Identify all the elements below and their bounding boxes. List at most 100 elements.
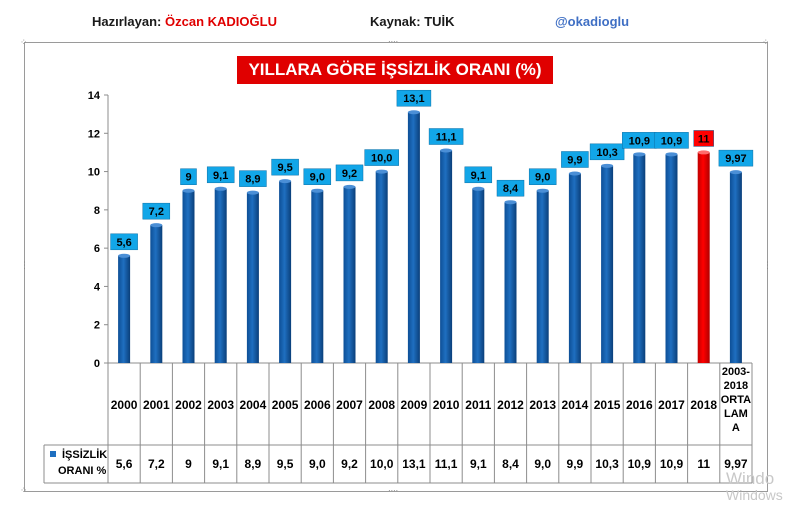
source: Kaynak: TUİK [370, 14, 455, 29]
bar [407, 112, 420, 363]
table-value: 7,2 [148, 457, 165, 471]
bar-top [440, 148, 453, 153]
bar-top [150, 223, 163, 228]
data-label-box [693, 130, 714, 147]
bar-top [311, 188, 324, 193]
bar [536, 190, 549, 363]
y-tick-label: 10 [88, 167, 100, 179]
resize-handle-bottom-left-icon[interactable]: ⁘ [20, 485, 28, 495]
table-value: 9,2 [341, 457, 358, 471]
bar [504, 202, 517, 363]
bar [440, 150, 453, 363]
data-label: 7,2 [149, 206, 164, 218]
legend-key [50, 451, 56, 457]
table-value: 9,97 [724, 457, 748, 471]
data-label-box [142, 202, 171, 220]
category-label: A [732, 422, 740, 434]
bar [665, 154, 678, 363]
category-label: 2018 [690, 398, 717, 412]
bar-top [343, 184, 356, 189]
category-label: 2009 [401, 398, 428, 412]
table-value: 10,3 [595, 457, 619, 471]
bar-top [375, 169, 388, 174]
bar [150, 225, 163, 363]
resize-handle-top-left-icon[interactable]: ⁘ [20, 37, 28, 47]
table-value: 9,1 [212, 457, 229, 471]
y-tick-label: 12 [88, 128, 100, 140]
data-label: 8,4 [503, 183, 519, 195]
data-label: 10,9 [661, 135, 682, 147]
data-label-box [364, 149, 399, 166]
prepared-label: Hazırlayan: [92, 14, 162, 29]
watermark-line2: Windows [726, 487, 783, 503]
table-value: 13,1 [402, 457, 426, 471]
data-label-box [206, 166, 235, 184]
resize-handle-left-icon[interactable]: ⋮ [20, 260, 29, 270]
resize-handle-top-right-icon[interactable]: ⁘ [762, 37, 770, 47]
data-label: 8,9 [245, 174, 260, 186]
y-tick-label: 14 [88, 90, 101, 102]
data-label: 5,6 [116, 237, 131, 249]
bar [214, 188, 227, 363]
table-value: 11,1 [435, 457, 458, 471]
data-label-box [428, 128, 464, 145]
data-label: 9 [185, 172, 191, 184]
bar-top [536, 188, 549, 193]
bar [472, 188, 485, 363]
y-tick-label: 6 [94, 243, 100, 255]
resize-handle-right-icon[interactable]: ⋮ [763, 260, 772, 270]
data-label: 10,3 [596, 147, 617, 159]
data-label: 9,9 [567, 154, 582, 166]
table-value: 9 [185, 457, 192, 471]
bar [182, 190, 195, 363]
category-label: 2016 [626, 398, 653, 412]
table-value: 9,0 [309, 457, 326, 471]
category-label: 2014 [562, 398, 589, 412]
data-label: 9,1 [471, 170, 486, 182]
data-label-box [528, 168, 557, 185]
bar-top [246, 190, 259, 195]
bar-top [665, 152, 678, 157]
data-label-box [239, 170, 267, 187]
twitter-handle[interactable]: @okadioglu [555, 14, 630, 29]
table-value: 10,9 [628, 457, 652, 471]
data-label: 9,0 [310, 172, 325, 184]
chart-title: YILLARA GÖRE İŞSİZLİK ORANI (%) [237, 56, 553, 84]
bar [246, 192, 259, 363]
category-label: 2006 [304, 398, 331, 412]
bar-top [633, 152, 646, 157]
data-label: 9,97 [725, 153, 746, 165]
resize-handle-bottom-icon[interactable]: ∙∙∙∙ [388, 485, 399, 495]
data-label: 11,1 [436, 132, 457, 144]
table-value: 9,9 [567, 457, 584, 471]
table-value: 8,4 [502, 457, 519, 471]
bar [343, 186, 356, 363]
table-value: 11 [697, 457, 710, 471]
bar [311, 190, 324, 363]
source-label: Kaynak: [370, 14, 421, 29]
resize-handle-top-icon[interactable]: ∙∙∙∙ [388, 36, 399, 46]
legend-label: İŞSİZLİK [62, 448, 107, 461]
data-label: 13,1 [403, 93, 424, 105]
data-label-box [496, 179, 525, 197]
bar-top [214, 186, 227, 191]
table-value: 10,0 [370, 457, 394, 471]
bar-top [279, 179, 292, 184]
data-label-box [464, 166, 493, 184]
bar-top [407, 110, 420, 115]
category-label: 2003 [207, 398, 234, 412]
source-name: TUİK [424, 14, 455, 29]
category-label: 2015 [594, 398, 621, 412]
table-value: 8,9 [245, 457, 262, 471]
data-label-box [180, 168, 197, 185]
data-label-box [561, 151, 589, 168]
data-label: 10,0 [371, 153, 392, 165]
category-label: 2017 [658, 398, 685, 412]
data-label: 11 [698, 133, 710, 145]
prepared-by: Hazırlayan: Özcan KADIOĞLU [92, 14, 277, 29]
watermark-line1: Windo [726, 469, 775, 488]
bar-top [568, 171, 581, 176]
bar [729, 172, 742, 363]
y-tick-label: 0 [94, 358, 100, 370]
